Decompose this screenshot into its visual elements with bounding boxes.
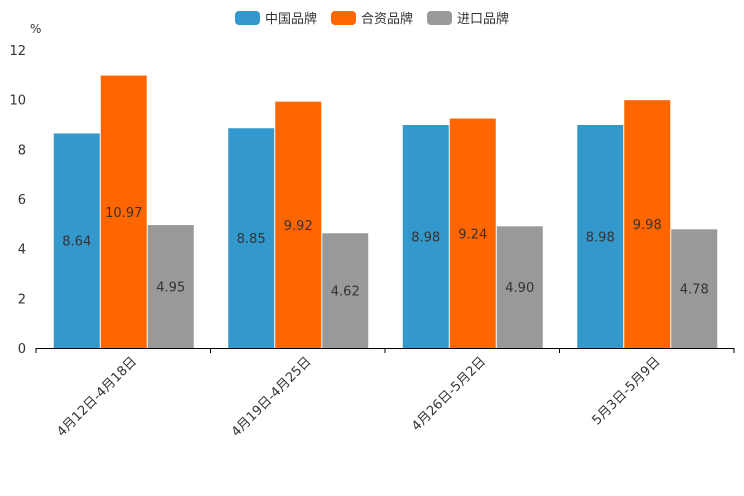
- bar-s2-c3: [671, 229, 718, 348]
- bar-s2-c2: [496, 226, 543, 348]
- bar-s1-c2: [449, 118, 496, 348]
- legend-swatch-joint: [330, 10, 356, 25]
- legend-label-china: 中国品牌: [264, 12, 317, 27]
- data-label-s1-c1: 9.92: [284, 219, 313, 234]
- bar-s0-c1: [228, 128, 275, 348]
- y-tick-label-3: 6: [18, 193, 26, 208]
- bar-s1-c0: [100, 75, 147, 348]
- bar-s0-c0: [53, 133, 100, 348]
- data-label-s1-c3: 9.98: [633, 218, 662, 233]
- data-label-s1-c2: 9.24: [458, 227, 487, 242]
- data-label-s0-c3: 8.98: [586, 230, 615, 245]
- bar-s1-c1: [275, 101, 322, 348]
- data-label-s0-c2: 8.98: [411, 230, 440, 245]
- legend-item-china[interactable]: 中国品牌: [234, 8, 317, 27]
- legend-item-import[interactable]: 进口品牌: [427, 8, 509, 27]
- legend-label-import: 进口品牌: [457, 12, 510, 27]
- x-tick-label-1: 4月19日-4月25日: [229, 354, 315, 440]
- bar-s2-c1: [322, 233, 369, 348]
- bar-s0-c2: [402, 124, 449, 348]
- data-label-s2-c0: 4.95: [156, 281, 185, 296]
- y-tick-label-6: 12: [9, 44, 26, 59]
- legend-label-joint: 合资品牌: [360, 12, 413, 27]
- data-label-s0-c0: 8.64: [62, 235, 91, 250]
- x-tick-label-3: 5月3日-5月9日: [589, 354, 663, 428]
- data-label-s0-c1: 8.85: [237, 232, 266, 247]
- bar-s1-c3: [624, 100, 671, 348]
- legend-swatch-import: [427, 10, 452, 25]
- bar-s0-c3: [577, 124, 624, 348]
- y-tick-label-1: 2: [18, 292, 26, 307]
- legend-swatch-china: [234, 10, 260, 25]
- y-tick-label-0: 0: [18, 342, 26, 357]
- y-tick-label-2: 4: [18, 243, 26, 258]
- bar-s2-c0: [147, 225, 194, 348]
- x-tick-label-0: 4月12日-4月18日: [54, 354, 140, 440]
- y-axis-unit-label: %: [30, 22, 41, 36]
- x-tick-label-2: 4月26日-5月2日: [409, 354, 489, 434]
- legend: 中国品牌 合资品牌 进口品牌: [0, 8, 744, 27]
- legend-item-joint[interactable]: 合资品牌: [330, 8, 413, 27]
- data-label-s2-c1: 4.62: [331, 285, 360, 300]
- data-label-s2-c2: 4.90: [505, 281, 534, 296]
- data-label-s1-c0: 10.97: [105, 206, 142, 221]
- data-label-s2-c3: 4.78: [680, 283, 709, 298]
- y-tick-label-4: 8: [18, 143, 26, 158]
- y-tick-label-5: 10: [9, 94, 26, 109]
